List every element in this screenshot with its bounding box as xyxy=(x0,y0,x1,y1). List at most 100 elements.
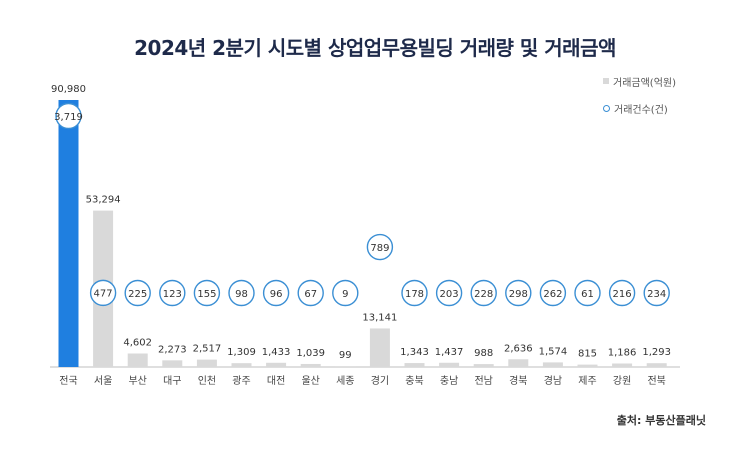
bar-충남 xyxy=(439,362,460,367)
count-label-전국: 3,719 xyxy=(54,112,83,123)
x-tick-label-세종: 세종 xyxy=(336,375,354,387)
count-marker-부산 xyxy=(124,279,151,307)
count-label-경북: 298 xyxy=(509,289,528,300)
bar-대구 xyxy=(162,360,183,367)
x-tick-label-제주: 제주 xyxy=(578,375,596,387)
amount-label-울산: 1,039 xyxy=(296,348,325,359)
amount-label-제주: 815 xyxy=(578,349,597,360)
count-label-제주: 61 xyxy=(581,289,594,300)
count-label-울산: 67 xyxy=(304,289,317,300)
chart-title: 2024년 2분기 시도별 상업업무용빌딩 거래량 및 거래금액 xyxy=(134,36,616,60)
x-tick-label-인천: 인천 xyxy=(198,375,216,387)
amount-label-전국: 90,980 xyxy=(51,84,86,95)
bar-대전 xyxy=(266,362,287,367)
count-marker-충남 xyxy=(435,279,463,307)
amount-label-광주: 1,309 xyxy=(227,347,256,358)
x-tick-label-부산: 부산 xyxy=(128,375,146,387)
count-label-경남: 262 xyxy=(543,289,562,300)
bar-부산 xyxy=(127,353,148,367)
source-note: 출처: 부동산플래닛 xyxy=(616,414,706,427)
amount-label-전남: 988 xyxy=(474,348,493,359)
amount-label-인천: 2,517 xyxy=(193,344,222,355)
legend-circle-swatch xyxy=(603,104,610,112)
amount-label-충북: 1,343 xyxy=(400,347,429,358)
count-marker-강원 xyxy=(608,279,636,307)
bar-경북 xyxy=(508,359,529,367)
legend: 거래금액(억원) 거래건수(건) xyxy=(603,74,676,128)
amount-label-경기: 13,141 xyxy=(362,312,397,323)
count-marker-전북 xyxy=(643,279,670,307)
count-label-전북: 234 xyxy=(647,289,666,300)
bar-경기 xyxy=(369,328,390,367)
amount-label-경북: 2,636 xyxy=(504,343,533,354)
count-marker-광주 xyxy=(228,279,255,307)
count-label-충남: 203 xyxy=(440,289,459,300)
count-label-전남: 228 xyxy=(474,289,493,300)
legend-item-amount: 거래금액(억원) xyxy=(603,74,677,89)
count-marker-경북 xyxy=(505,279,532,307)
x-tick-label-전북: 전북 xyxy=(647,375,665,387)
count-label-대전: 96 xyxy=(270,289,283,300)
amount-label-충남: 1,437 xyxy=(435,347,464,358)
amount-label-대전: 1,433 xyxy=(262,347,291,358)
x-tick-label-대전: 대전 xyxy=(267,375,285,387)
count-label-부산: 225 xyxy=(128,289,147,300)
amount-label-경남: 1,574 xyxy=(539,346,568,357)
bar-강원 xyxy=(612,363,633,367)
count-marker-인천 xyxy=(193,279,221,307)
count-label-광주: 98 xyxy=(235,289,248,300)
count-marker-대전 xyxy=(262,279,290,307)
x-tick-label-서울: 서울 xyxy=(94,375,112,387)
count-marker-대구 xyxy=(159,279,186,307)
x-tick-label-충북: 충북 xyxy=(405,375,423,387)
legend-count-label: 거래건수(건) xyxy=(614,104,668,116)
legend-amount-label: 거래금액(억원) xyxy=(613,77,677,89)
x-tick-label-전국: 전국 xyxy=(59,375,77,387)
count-label-서울: 477 xyxy=(94,289,113,300)
bar-전남 xyxy=(473,364,494,367)
count-marker-울산 xyxy=(297,279,324,307)
bar-세종 xyxy=(335,366,356,367)
count-marker-전국 xyxy=(55,102,82,130)
count-marker-제주 xyxy=(574,279,601,307)
count-marker-전남 xyxy=(470,279,497,307)
x-tick-label-울산: 울산 xyxy=(301,375,319,387)
amount-label-강원: 1,186 xyxy=(608,348,637,359)
bar-제주 xyxy=(577,364,598,367)
count-marker-세종 xyxy=(332,279,359,307)
x-tick-label-강원: 강원 xyxy=(613,375,631,387)
count-label-강원: 216 xyxy=(613,289,632,300)
amount-label-부산: 4,602 xyxy=(123,337,152,348)
legend-bar-swatch xyxy=(603,78,609,84)
x-tick-label-경남: 경남 xyxy=(544,374,562,387)
count-label-충북: 178 xyxy=(405,289,424,300)
amount-label-대구: 2,273 xyxy=(158,344,187,355)
count-marker-경기 xyxy=(366,233,394,261)
count-marker-서울 xyxy=(89,279,117,307)
amount-label-세종: 99 xyxy=(339,350,352,361)
count-label-세종: 9 xyxy=(342,289,348,300)
bar-충북 xyxy=(404,363,425,367)
count-marker-경남 xyxy=(539,279,567,307)
x-tick-label-충남: 충남 xyxy=(440,375,458,387)
x-tick-label-대구: 대구 xyxy=(163,375,181,387)
bar-울산 xyxy=(300,363,321,367)
count-label-인천: 155 xyxy=(197,289,216,300)
x-tick-label-경북: 경북 xyxy=(509,374,527,387)
bar-전국 xyxy=(58,100,79,367)
bar-전북 xyxy=(646,363,667,367)
amount-label-서울: 53,294 xyxy=(86,195,121,206)
x-tick-label-전남: 전남 xyxy=(474,375,492,387)
count-label-경기: 789 xyxy=(370,243,389,254)
count-marker-충북 xyxy=(401,279,428,307)
legend-item-count: 거래건수(건) xyxy=(603,101,676,116)
bar-광주 xyxy=(231,363,252,367)
amount-label-전북: 1,293 xyxy=(642,347,671,358)
x-tick-label-경기: 경기 xyxy=(371,374,389,387)
count-label-대구: 123 xyxy=(163,289,182,300)
bar-경남 xyxy=(542,362,563,367)
x-tick-label-광주: 광주 xyxy=(232,375,250,387)
bar-인천 xyxy=(196,359,217,367)
